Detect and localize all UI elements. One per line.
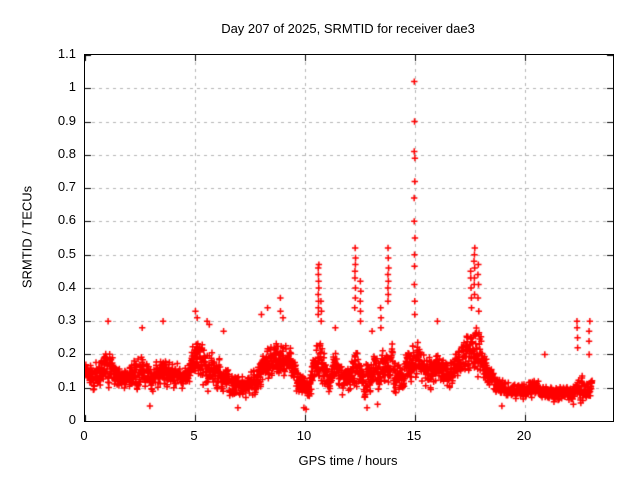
y-tick-label: 0.1 bbox=[57, 378, 76, 394]
x-tick-label: 20 bbox=[516, 428, 532, 443]
y-tick-label: 1 bbox=[68, 79, 76, 95]
x-tick-label: 10 bbox=[296, 428, 312, 443]
y-axis-label: SRMTID / TECUs bbox=[19, 185, 35, 289]
y-tick-label: 0.4 bbox=[57, 278, 76, 294]
y-tick-label: 0.6 bbox=[57, 212, 76, 228]
y-tick-label: 0.2 bbox=[57, 345, 76, 361]
y-tick-label: 0.5 bbox=[57, 245, 76, 261]
y-tick-label: 0.7 bbox=[57, 179, 76, 195]
y-tick-label: 0.9 bbox=[57, 112, 76, 128]
x-tick-label: 15 bbox=[406, 428, 422, 443]
y-tick-label: 1.1 bbox=[57, 46, 76, 61]
y-tick-label: 0 bbox=[68, 412, 76, 427]
y-tick-label: 0.8 bbox=[57, 145, 76, 161]
scatter-canvas bbox=[85, 55, 613, 421]
y-tick-label: 0.3 bbox=[57, 312, 76, 328]
x-tick-label: 0 bbox=[80, 428, 88, 443]
chart-title: Day 207 of 2025, SRMTID for receiver dae… bbox=[221, 21, 475, 36]
x-axis-label: GPS time / hours bbox=[298, 453, 398, 468]
plot-area bbox=[84, 54, 614, 422]
x-tick-label: 5 bbox=[190, 428, 198, 443]
